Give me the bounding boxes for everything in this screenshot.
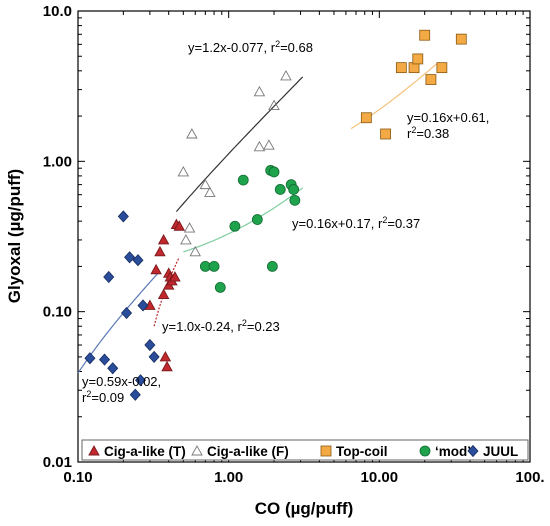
- data-point: [177, 166, 190, 177]
- data-point: [98, 353, 111, 366]
- data-point: [214, 282, 226, 293]
- y-tick-label: 10.0: [43, 3, 72, 20]
- data-point: [84, 352, 96, 365]
- data-point: [280, 69, 292, 81]
- data-point: [134, 374, 147, 387]
- fit-annotation-cig-f: y=1.2x-0.077, r2=0.68: [188, 39, 313, 55]
- legend-label: JUUL: [483, 444, 518, 459]
- data-point: [380, 128, 391, 140]
- data-point: [266, 261, 278, 272]
- data-point: [268, 166, 280, 178]
- data-point: [157, 288, 170, 299]
- data-point: [419, 29, 431, 41]
- data-point: [289, 194, 301, 206]
- data-point: [154, 245, 166, 257]
- legend-label: Cig-a-like (T): [104, 444, 186, 459]
- data-point: [253, 85, 266, 97]
- data-point: [103, 270, 115, 284]
- data-points: [84, 29, 467, 401]
- data-point: [199, 178, 212, 190]
- data-point: [208, 261, 220, 272]
- data-point: [137, 299, 149, 312]
- fit-line: [183, 187, 304, 253]
- data-point: [229, 220, 241, 232]
- y-tick-label: 0.01: [43, 454, 72, 471]
- data-point: [425, 74, 437, 85]
- data-point: [144, 338, 156, 352]
- data-point: [204, 186, 216, 197]
- data-point: [150, 263, 162, 275]
- x-tick-label: 100.: [515, 469, 544, 486]
- x-tick-label: 1.00: [214, 469, 243, 486]
- legend-marker: [467, 444, 479, 458]
- x-tick-label: 10.00: [361, 469, 399, 486]
- data-point: [251, 214, 263, 225]
- data-point: [263, 139, 275, 150]
- data-point: [455, 33, 467, 45]
- data-point: [157, 234, 170, 245]
- data-point: [253, 140, 266, 152]
- fit-line: [175, 76, 304, 212]
- data-point: [186, 128, 198, 139]
- data-point: [129, 388, 141, 401]
- legend-label: Top-coil: [336, 444, 388, 459]
- data-point: [183, 222, 196, 233]
- data-point: [180, 234, 192, 245]
- data-point: [161, 360, 173, 372]
- data-point: [148, 350, 160, 364]
- data-point: [173, 220, 186, 231]
- data-point: [288, 184, 300, 195]
- data-point: [237, 174, 249, 186]
- data-point: [107, 362, 119, 375]
- plot-frame: [77, 10, 531, 463]
- x-axis-title: CO (µg/puff): [255, 499, 354, 518]
- legend-marker: [419, 445, 431, 457]
- data-point: [169, 271, 181, 282]
- fit-annotation-cig-t: y=1.0x-0.24, r2=0.23: [162, 318, 280, 334]
- fit-line: [153, 257, 180, 327]
- data-point: [121, 306, 133, 320]
- y-tick-label: 0.10: [43, 304, 72, 321]
- x-tick-label: 0.10: [63, 469, 92, 486]
- data-point: [124, 251, 136, 264]
- data-point: [436, 62, 448, 74]
- data-point: [159, 350, 172, 362]
- y-tick-label: 1.00: [43, 153, 72, 170]
- data-point: [274, 184, 286, 195]
- data-point: [117, 210, 129, 223]
- legend-marker: [320, 445, 332, 457]
- legend-marker: [191, 445, 203, 456]
- legend: Cig-a-like (T) Cig-a-like (F) Top-coil ‘mod…: [81, 439, 529, 461]
- fit-annotation-juul: y=0.59x-0.02, r2=0.09: [82, 374, 165, 405]
- data-point: [268, 99, 280, 110]
- data-point: [412, 53, 424, 65]
- data-point: [360, 112, 372, 124]
- data-point: [395, 62, 407, 74]
- fit-annotation-top-coil: y=0.16x+0.61, r2=0.38: [407, 110, 493, 141]
- fit-annotation-mod: y=0.16x+0.17, r2=0.37: [292, 215, 420, 231]
- y-axis-title: Glyoxal (µg/puff): [5, 169, 24, 303]
- legend-label: ‘mod’: [435, 444, 471, 459]
- legend-marker: [88, 445, 100, 456]
- data-point: [189, 245, 202, 257]
- data-point: [132, 254, 144, 267]
- legend-label: Cig-a-like (F): [207, 444, 289, 459]
